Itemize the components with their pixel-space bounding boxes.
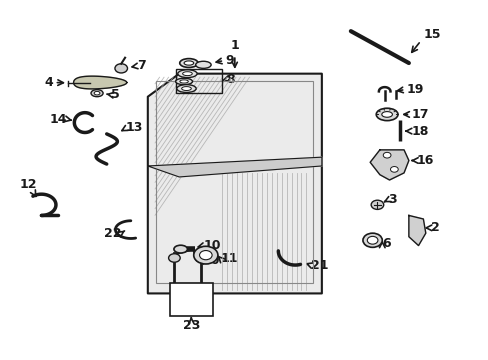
Text: 13: 13 xyxy=(126,121,143,134)
Text: 12: 12 xyxy=(19,178,37,192)
Text: 1: 1 xyxy=(230,39,239,67)
Text: 8: 8 xyxy=(225,73,234,86)
Polygon shape xyxy=(147,157,321,177)
Ellipse shape xyxy=(178,70,197,77)
Ellipse shape xyxy=(375,108,397,121)
Text: 9: 9 xyxy=(224,54,233,67)
Circle shape xyxy=(115,64,127,73)
Ellipse shape xyxy=(91,90,103,97)
Text: 23: 23 xyxy=(182,319,200,332)
Text: 15: 15 xyxy=(423,28,440,41)
Bar xyxy=(176,69,222,93)
Text: 11: 11 xyxy=(220,252,237,265)
Circle shape xyxy=(195,254,206,262)
Ellipse shape xyxy=(381,112,392,117)
Polygon shape xyxy=(369,150,408,180)
Ellipse shape xyxy=(94,91,100,95)
Circle shape xyxy=(390,167,397,172)
Circle shape xyxy=(168,254,180,262)
Bar xyxy=(156,81,312,283)
Polygon shape xyxy=(74,76,126,89)
Ellipse shape xyxy=(180,59,198,67)
Text: 22: 22 xyxy=(103,227,121,240)
Text: 2: 2 xyxy=(430,221,439,234)
Text: 19: 19 xyxy=(406,83,423,96)
Text: 7: 7 xyxy=(137,59,145,72)
Ellipse shape xyxy=(174,245,187,253)
Text: 21: 21 xyxy=(310,259,328,272)
Ellipse shape xyxy=(180,80,188,83)
Text: 3: 3 xyxy=(388,193,396,206)
Text: 6: 6 xyxy=(382,237,390,249)
Text: 10: 10 xyxy=(203,239,221,252)
Text: 4: 4 xyxy=(45,76,53,89)
Text: 16: 16 xyxy=(415,154,432,167)
Text: 18: 18 xyxy=(410,125,428,138)
Bar xyxy=(169,283,213,316)
Polygon shape xyxy=(408,215,425,246)
Text: 20: 20 xyxy=(202,254,220,267)
Ellipse shape xyxy=(181,87,191,90)
Circle shape xyxy=(370,200,383,210)
Ellipse shape xyxy=(195,61,211,68)
Text: 17: 17 xyxy=(410,108,428,121)
Circle shape xyxy=(193,246,218,264)
Text: 5: 5 xyxy=(110,89,119,102)
Circle shape xyxy=(383,152,390,158)
Circle shape xyxy=(362,233,382,247)
Ellipse shape xyxy=(182,72,192,76)
Ellipse shape xyxy=(177,85,196,93)
Polygon shape xyxy=(147,74,321,293)
Ellipse shape xyxy=(183,61,193,65)
Text: 14: 14 xyxy=(49,113,66,126)
Circle shape xyxy=(366,237,377,244)
Circle shape xyxy=(199,251,212,260)
Ellipse shape xyxy=(175,78,192,85)
